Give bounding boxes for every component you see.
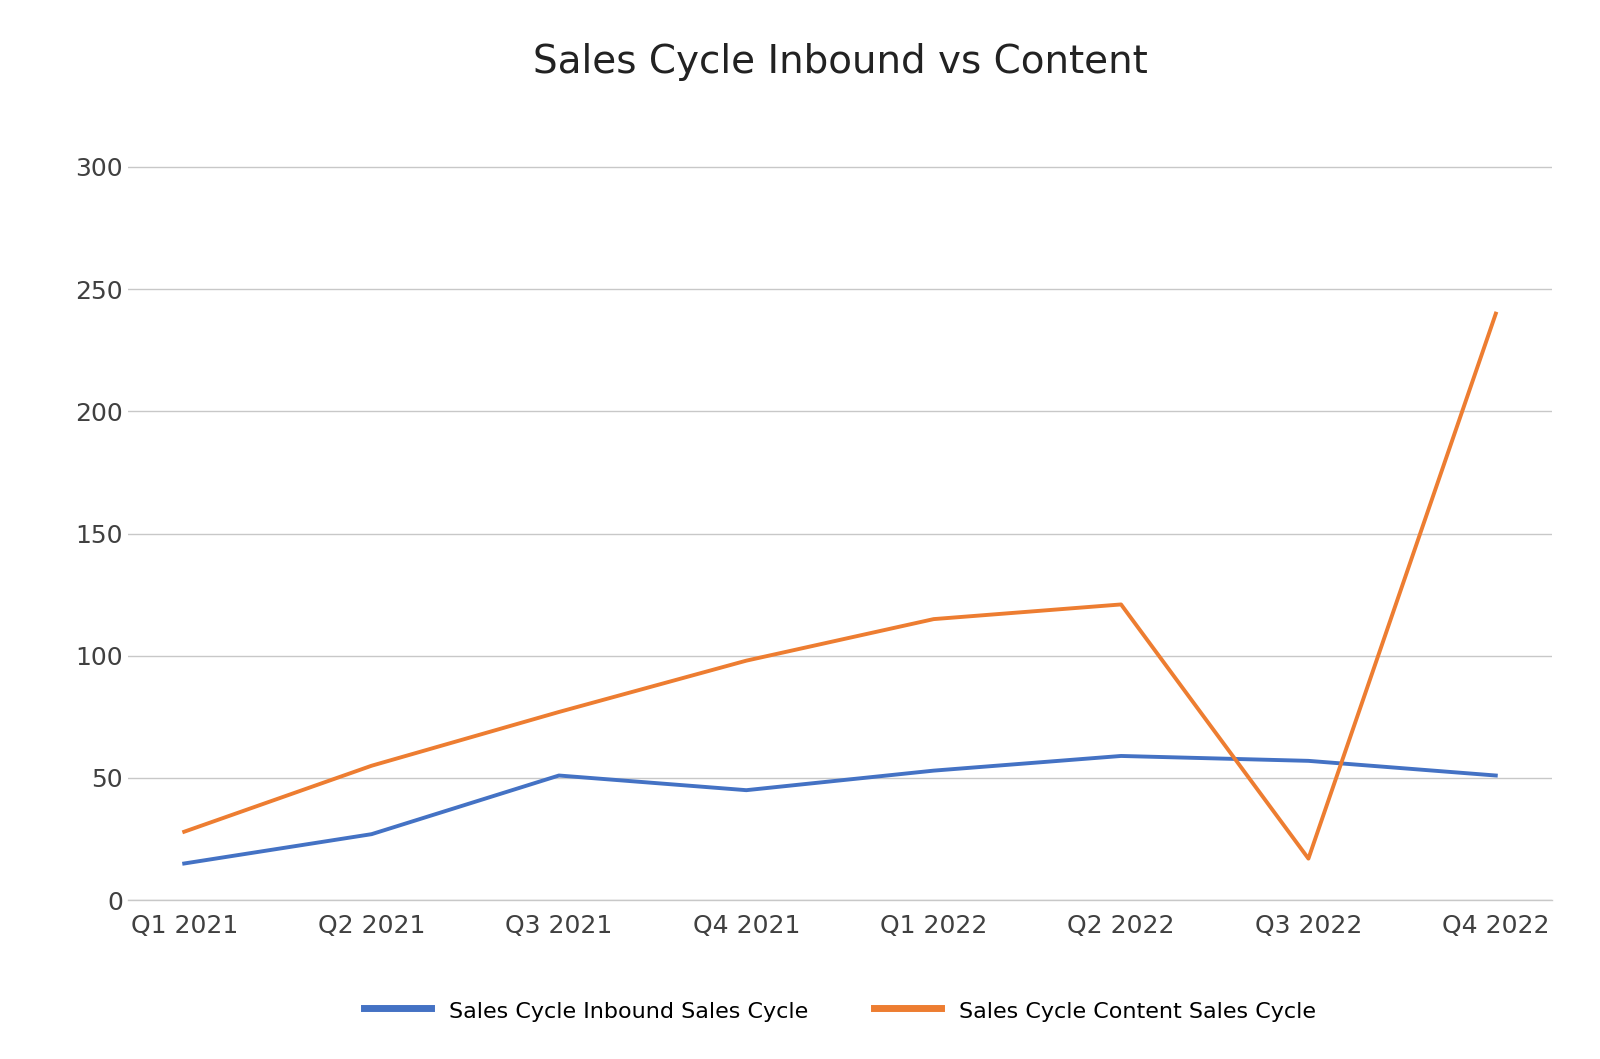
Sales Cycle Inbound Sales Cycle [1486,769,1506,782]
Sales Cycle Inbound Sales Cycle [174,857,194,869]
Sales Cycle Content Sales Cycle [925,613,944,626]
Sales Cycle Inbound Sales Cycle [736,784,755,796]
Sales Cycle Inbound Sales Cycle [1299,754,1318,767]
Sales Cycle Content Sales Cycle [549,705,568,718]
Sales Cycle Content Sales Cycle [1112,598,1131,611]
Sales Cycle Inbound Sales Cycle [549,769,568,782]
Line: Sales Cycle Content Sales Cycle: Sales Cycle Content Sales Cycle [184,313,1496,859]
Sales Cycle Inbound Sales Cycle [362,828,381,841]
Sales Cycle Content Sales Cycle [1299,852,1318,865]
Line: Sales Cycle Inbound Sales Cycle: Sales Cycle Inbound Sales Cycle [184,756,1496,863]
Sales Cycle Inbound Sales Cycle [1112,750,1131,762]
Sales Cycle Content Sales Cycle [1486,307,1506,320]
Legend: Sales Cycle Inbound Sales Cycle, Sales Cycle Content Sales Cycle: Sales Cycle Inbound Sales Cycle, Sales C… [365,999,1315,1022]
Sales Cycle Inbound Sales Cycle [925,765,944,777]
Sales Cycle Content Sales Cycle [736,654,755,667]
Sales Cycle Content Sales Cycle [362,759,381,772]
Title: Sales Cycle Inbound vs Content: Sales Cycle Inbound vs Content [533,42,1147,80]
Sales Cycle Content Sales Cycle [174,825,194,838]
